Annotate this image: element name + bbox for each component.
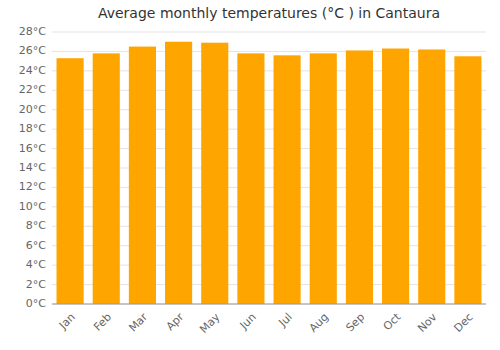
y-tick-label: 0°C — [26, 297, 46, 310]
bar — [346, 50, 373, 304]
bar — [165, 42, 192, 304]
x-tick-label: Jul — [276, 311, 295, 330]
x-axis-line — [52, 304, 486, 305]
y-tick-label: 24°C — [19, 64, 46, 77]
bar — [237, 53, 264, 304]
bar — [129, 47, 156, 304]
x-tick-label: Nov — [415, 310, 440, 335]
bar — [93, 53, 120, 304]
chart-container: 0°C 2°C 4°C 6°C 8°C 10°C 12°C 14°C 16°C 18°C 20°C 2… — [0, 0, 500, 350]
bar — [201, 43, 228, 304]
x-axis: Jan Feb Mar Apr May Jun Jul Aug Sep Oct Nov Dec — [56, 310, 476, 336]
bar — [274, 55, 301, 304]
bar — [454, 56, 481, 304]
y-tick-label: 10°C — [19, 200, 46, 213]
title: Average monthly temperatures (°C ) in Ca… — [98, 5, 440, 21]
y-tick-label: 26°C — [19, 44, 46, 57]
y-tick-label: 4°C — [26, 258, 46, 271]
x-tick-label: Jun — [237, 311, 259, 333]
y-tick-label: 6°C — [26, 239, 46, 252]
x-tick-label: Jan — [56, 311, 78, 333]
x-tick-label: Oct — [381, 310, 404, 333]
bar — [57, 58, 84, 304]
bars — [57, 42, 482, 304]
x-tick-label: Aug — [307, 311, 331, 335]
y-tick-label: 18°C — [19, 122, 46, 135]
x-tick-label: Sep — [343, 311, 367, 335]
y-tick-label: 12°C — [19, 180, 46, 193]
grid — [52, 32, 486, 304]
y-tick-label: 8°C — [26, 219, 46, 232]
x-tick-label: Apr — [164, 310, 187, 333]
y-tick-label: 28°C — [19, 25, 46, 38]
y-tick-label: 14°C — [19, 161, 46, 174]
y-tick-label: 22°C — [19, 83, 46, 96]
x-tick-label: May — [197, 310, 223, 336]
x-tick-label: Mar — [126, 310, 150, 334]
y-tick-label: 20°C — [19, 103, 46, 116]
bar — [382, 49, 409, 304]
y-tick-label: 16°C — [19, 142, 46, 155]
x-tick-label: Feb — [91, 311, 114, 334]
chart: 0°C 2°C 4°C 6°C 8°C 10°C 12°C 14°C 16°C 18°C 20°C 2… — [0, 0, 500, 350]
y-tick-label: 2°C — [26, 278, 46, 291]
y-axis: 0°C 2°C 4°C 6°C 8°C 10°C 12°C 14°C 16°C 18°C 20°C 2… — [19, 25, 46, 310]
x-tick-label: Dec — [451, 311, 475, 335]
bar — [418, 49, 445, 304]
bar — [310, 53, 337, 304]
grid-line — [52, 304, 486, 305]
grid-line — [52, 32, 486, 33]
